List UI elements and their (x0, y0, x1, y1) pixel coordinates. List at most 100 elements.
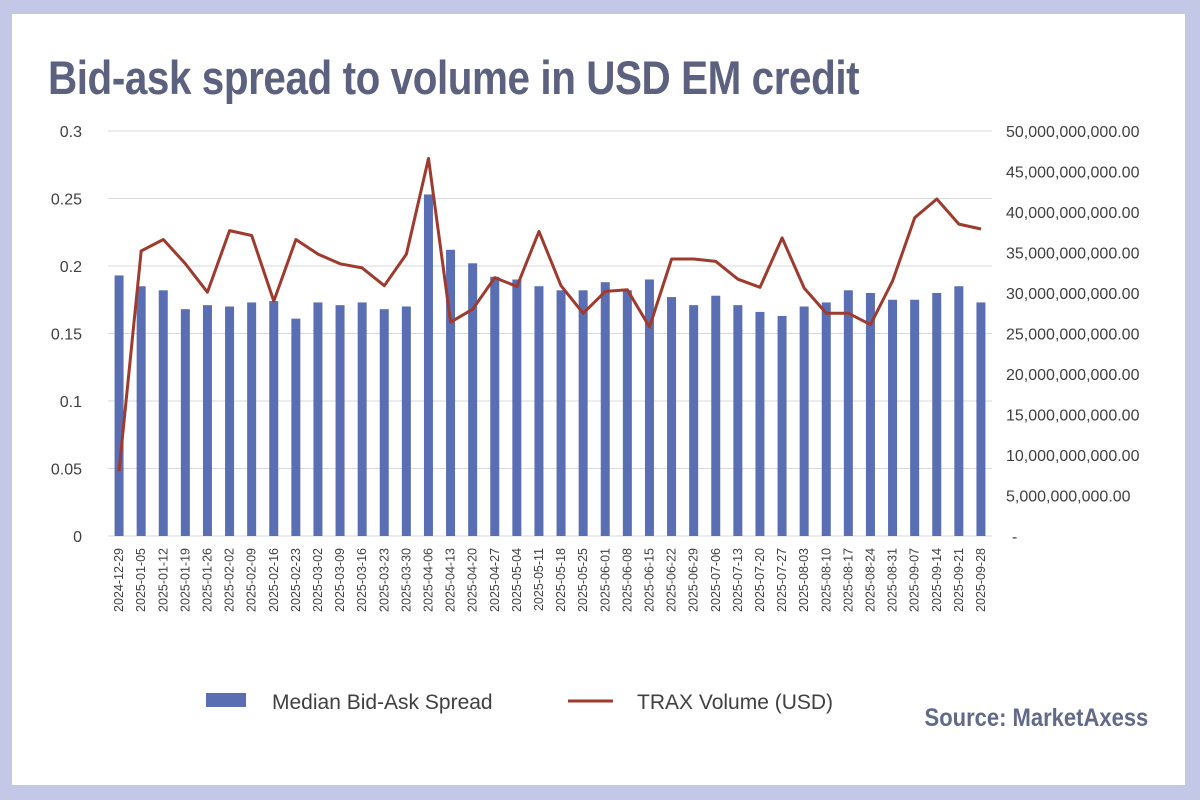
right-tick-label: 50,000,000,000.00 (1006, 124, 1140, 141)
bar (843, 290, 853, 536)
x-tick-label: 2025-03-16 (355, 548, 369, 612)
left-tick-label: 0 (73, 529, 82, 546)
x-tick-label: 2025-01-05 (134, 548, 148, 612)
legend: Median Bid-Ask Spread TRAX Volume (USD) (206, 691, 833, 714)
bar (313, 302, 323, 536)
x-tick-label: 2025-06-22 (665, 548, 679, 612)
bar (114, 275, 124, 536)
right-axis-ticks: - 5,000,000,000.00 10,000,000,000.00 15,000… (1006, 124, 1140, 546)
bar (401, 306, 411, 536)
bar (556, 290, 566, 536)
line-series-trax-volume (117, 157, 982, 472)
bar (379, 309, 389, 536)
right-tick-label: 45,000,000,000.00 (1006, 165, 1140, 182)
right-tick-label: 40,000,000,000.00 (1006, 205, 1140, 222)
x-tick-label: 2025-08-24 (863, 548, 877, 612)
left-tick-label: 0.15 (51, 327, 82, 344)
x-tick-label: 2025-05-18 (554, 548, 568, 612)
bar (667, 297, 677, 536)
x-tick-label: 2025-06-01 (598, 548, 612, 612)
x-tick-label: 2025-08-31 (886, 548, 900, 612)
bar (755, 311, 765, 536)
x-tick-label: 2025-08-17 (841, 548, 855, 612)
bar (423, 194, 433, 536)
left-tick-label: 0.25 (51, 192, 82, 209)
left-tick-label: 0.1 (60, 394, 82, 411)
x-tick-label: 2025-04-27 (488, 548, 502, 612)
bar (180, 309, 190, 536)
x-tick-label: 2025-09-14 (930, 548, 944, 612)
x-tick-label: 2025-02-02 (223, 548, 237, 612)
source-note: Source: MarketAxess (924, 704, 1148, 732)
bar (733, 305, 743, 536)
x-tick-label: 2025-08-10 (819, 548, 833, 612)
x-tick-label: 2025-04-20 (466, 548, 480, 612)
left-tick-label: 0.3 (60, 124, 82, 141)
x-tick-label: 2025-02-09 (245, 548, 259, 612)
bar (512, 279, 522, 536)
x-tick-label: 2025-06-29 (687, 548, 701, 612)
right-tick-label: 35,000,000,000.00 (1006, 246, 1140, 263)
bar (202, 305, 212, 536)
right-tick-label: 15,000,000,000.00 (1006, 408, 1140, 425)
bar (799, 306, 809, 536)
x-tick-label: 2025-07-06 (709, 548, 723, 612)
x-tick-label: 2025-01-19 (178, 548, 192, 612)
bar (335, 305, 345, 536)
bar (490, 276, 500, 536)
left-axis-ticks: 0 0.05 0.1 0.15 0.2 0.25 0.3 (51, 124, 82, 546)
x-tick-label: 2025-02-23 (289, 548, 303, 612)
right-tick-label: - (1012, 529, 1017, 546)
right-tick-label: 30,000,000,000.00 (1006, 286, 1140, 303)
bar (468, 263, 478, 536)
left-tick-label: 0.2 (60, 259, 82, 276)
bar (225, 306, 235, 536)
bar (689, 305, 699, 536)
x-tick-label: 2025-05-25 (576, 548, 590, 612)
bar (269, 301, 279, 536)
x-tick-label: 2025-05-11 (532, 548, 546, 611)
right-tick-label: 25,000,000,000.00 (1006, 327, 1140, 344)
x-tick-label: 2025-06-15 (642, 548, 656, 612)
legend-label-spread: Median Bid-Ask Spread (272, 691, 493, 714)
bar (821, 302, 831, 536)
bar (777, 315, 787, 536)
gridlines (108, 130, 992, 537)
bar (954, 286, 964, 536)
left-tick-label: 0.05 (51, 462, 82, 479)
x-tick-label: 2025-03-30 (399, 548, 413, 612)
x-tick-label: 2025-09-07 (908, 548, 922, 612)
x-tick-label: 2025-09-28 (974, 548, 988, 612)
x-tick-label: 2025-01-12 (156, 548, 170, 612)
bar (247, 302, 257, 536)
x-tick-label: 2025-07-13 (731, 548, 745, 612)
bar (578, 290, 588, 536)
x-tick-label: 2025-08-03 (797, 548, 811, 612)
x-tick-label: 2025-03-02 (311, 548, 325, 612)
bar (976, 302, 986, 536)
x-tick-label: 2025-09-21 (952, 548, 966, 612)
chart-title: Bid-ask spread to volume in USD EM credi… (48, 51, 860, 104)
x-tick-label: 2025-04-13 (444, 548, 458, 612)
x-tick-label: 2025-03-23 (377, 548, 391, 612)
legend-bar-swatch (206, 693, 246, 707)
bar (888, 299, 898, 536)
bar (158, 290, 168, 536)
x-tick-label: 2025-01-26 (200, 548, 214, 612)
x-tick-label: 2025-07-20 (753, 548, 767, 612)
bar (534, 286, 544, 536)
bar (711, 295, 721, 536)
x-tick-label: 2025-04-06 (421, 548, 435, 612)
right-tick-label: 20,000,000,000.00 (1006, 367, 1140, 384)
bar (600, 282, 610, 536)
legend-label-volume: TRAX Volume (USD) (637, 691, 833, 714)
bar (291, 318, 301, 536)
right-tick-label: 5,000,000,000.00 (1006, 489, 1131, 506)
x-tick-label: 2025-05-04 (510, 548, 524, 612)
right-tick-label: 10,000,000,000.00 (1006, 448, 1140, 465)
bar-series-median-bid-ask-spread (114, 194, 986, 537)
volume-line (117, 157, 982, 472)
bar (357, 302, 367, 536)
bar (910, 299, 920, 536)
